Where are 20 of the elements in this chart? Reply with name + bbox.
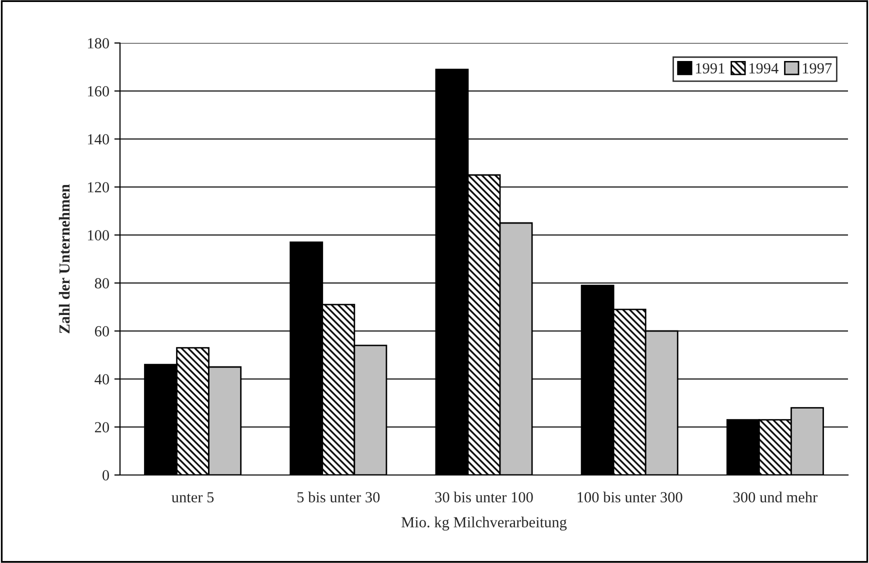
x-axis-title: Mio. kg Milchverarbeitung (401, 516, 567, 531)
y-tick-label: 140 (88, 134, 109, 144)
y-tick-label: 40 (94, 374, 109, 384)
legend-label: 1994 (749, 63, 778, 74)
y-tick-label: 120 (88, 182, 109, 192)
y-tick-label: 60 (94, 326, 109, 336)
legend-label: 1997 (802, 63, 832, 74)
y-tick-label: 100 (88, 230, 109, 240)
y-tick-label: 160 (88, 86, 109, 96)
x-tick-label: unter 5 (172, 492, 214, 502)
x-tick-label: 300 und mehr (734, 492, 818, 502)
y-tick-label: 180 (88, 38, 109, 48)
y-tick-label: 20 (94, 422, 109, 432)
legend-label: 1991 (696, 63, 724, 74)
x-tick-label: 5 bis unter 30 (297, 492, 380, 502)
y-tick-label: 0 (102, 470, 109, 480)
y-axis-title: Zahl der Unternehmen (58, 184, 70, 334)
y-tick-label: 80 (94, 278, 109, 288)
x-tick-label: 100 bis unter 300 (578, 492, 682, 502)
x-tick-label: 30 bis unter 100 (435, 492, 533, 502)
